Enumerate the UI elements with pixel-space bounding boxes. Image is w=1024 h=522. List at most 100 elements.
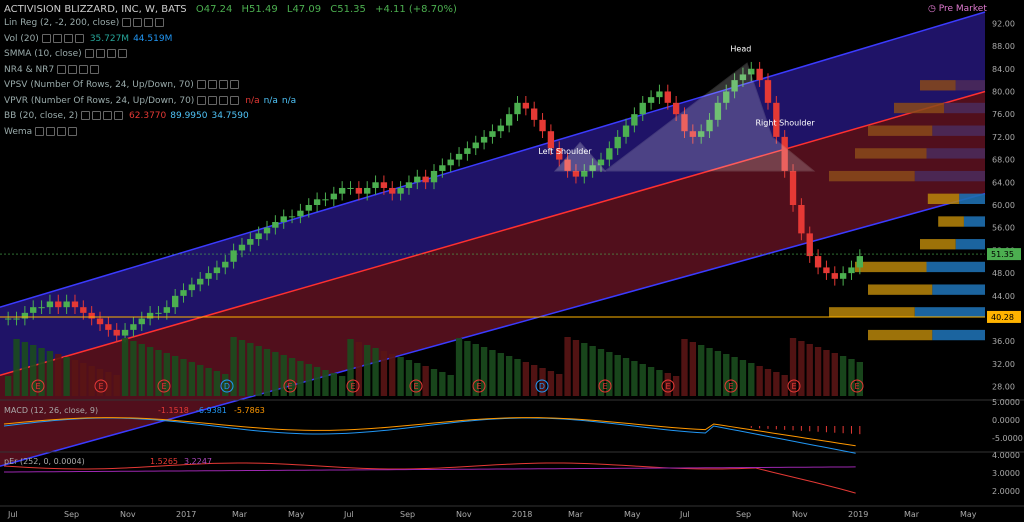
indicator-control-icon[interactable] — [114, 111, 124, 120]
indicator-controls[interactable] — [81, 110, 125, 122]
indicator-controls[interactable] — [84, 48, 129, 60]
indicator-row[interactable]: Vol (20) 35.727M 44.519M — [4, 33, 172, 45]
indicator-control-icon[interactable] — [81, 111, 91, 120]
volume-bar — [647, 367, 655, 396]
indicator-control-icon[interactable] — [144, 18, 154, 27]
volume-bar — [130, 341, 137, 396]
indicator-control-icon[interactable] — [207, 80, 217, 89]
candle-body — [706, 119, 713, 132]
earnings-marker-label: E — [98, 382, 103, 391]
earnings-marker-icon — [94, 379, 108, 393]
indicator-label: Wema — [4, 126, 33, 137]
indicator-controls[interactable] — [197, 95, 241, 107]
indicator-control-icon[interactable] — [79, 64, 89, 74]
ohlc-open: O47.24 — [195, 4, 233, 15]
earnings-marker-label: E — [35, 382, 40, 391]
indicator-controls[interactable] — [122, 17, 166, 29]
indicator-control-icon[interactable] — [133, 18, 143, 27]
per-line — [3, 462, 856, 494]
indicator-control-icon[interactable] — [95, 49, 105, 58]
volume-bar — [380, 351, 388, 396]
candle-body — [698, 131, 705, 137]
candle-body — [723, 91, 730, 103]
indicator-control-icon[interactable] — [84, 49, 94, 58]
volume-bar — [806, 344, 813, 396]
indicator-control-icon[interactable] — [208, 95, 218, 105]
volume-bar — [497, 353, 504, 396]
indicator-row[interactable]: VPVR (Number Of Rows, 24, Up/Down, 70) n/… — [4, 95, 296, 107]
indicator-control-icon[interactable] — [106, 49, 116, 58]
volume-bar — [856, 362, 863, 396]
candle-body — [789, 170, 797, 205]
indicator-control-icon[interactable] — [196, 80, 206, 89]
indicator-control-icon[interactable] — [63, 33, 73, 43]
pre-market-badge[interactable]: ◷ Pre Market — [928, 4, 987, 14]
candle-body — [155, 312, 162, 314]
earnings-marker-icon — [850, 379, 864, 393]
indicator-control-icon[interactable] — [41, 33, 51, 43]
indicator-control-icon[interactable] — [90, 64, 100, 74]
indicator-control-icon[interactable] — [122, 18, 132, 27]
level-price-tag: 40.28 — [991, 313, 1014, 322]
volume-bar — [614, 355, 621, 396]
volume-bar — [447, 375, 454, 396]
volume-profile-down — [955, 80, 985, 91]
indicator-control-icon[interactable] — [219, 95, 229, 105]
indicator-control-icon[interactable] — [197, 95, 207, 105]
indicator-control-icon[interactable] — [57, 64, 67, 74]
indicator-row[interactable]: Lin Reg (2, -2, 200, close) — [4, 17, 174, 29]
indicator-control-icon[interactable] — [103, 111, 113, 120]
volume-bar — [397, 357, 404, 396]
indicator-controls[interactable] — [57, 64, 101, 76]
indicator-control-icon[interactable] — [74, 33, 84, 43]
indicator-control-icon[interactable] — [46, 126, 56, 136]
volume-profile-up — [868, 125, 933, 136]
indicator-control-icon[interactable] — [35, 126, 45, 136]
earnings-marker-icon — [409, 379, 423, 393]
volume-bar — [622, 358, 630, 396]
indicator-control-icon[interactable] — [92, 111, 102, 120]
candle-body — [30, 307, 37, 313]
candle-body — [355, 187, 363, 194]
indicator-control-icon[interactable] — [229, 80, 239, 89]
time-axis-label: Jul — [343, 510, 354, 519]
time-axis-label: Nov — [456, 510, 472, 519]
indicator-controls[interactable] — [41, 33, 86, 45]
candle-body — [856, 256, 863, 268]
indicator-control-icon[interactable] — [68, 64, 78, 74]
indicator-control-icon[interactable] — [52, 33, 62, 43]
indicator-control-icon[interactable] — [117, 49, 127, 58]
time-axis-label: Sep — [400, 510, 415, 519]
price-axis-label: 84.00 — [992, 65, 1015, 74]
price-axis-label: 44.00 — [992, 292, 1015, 301]
volume-bar — [681, 339, 688, 396]
indicator-control-icon[interactable] — [57, 126, 67, 136]
indicator-control-icon[interactable] — [230, 95, 240, 105]
indicator-control-icon[interactable] — [218, 80, 228, 89]
earnings-marker-label: E — [413, 382, 418, 391]
indicator-row[interactable]: Wema — [4, 126, 79, 138]
volume-bar — [639, 364, 646, 396]
time-axis-label: Nov — [792, 510, 808, 519]
indicator-row[interactable]: NR4 & NR7 — [4, 64, 109, 76]
volume-bar — [38, 348, 45, 396]
per-axis-label: 4.0000 — [992, 451, 1020, 460]
volume-bar — [205, 368, 212, 396]
indicator-controls[interactable] — [196, 79, 241, 91]
per-value: 1.5265 — [150, 457, 178, 466]
price-axis-label: 76.00 — [992, 110, 1015, 119]
indicator-row[interactable]: VPSV (Number Of Rows, 24, Up/Down, 70) — [4, 79, 249, 91]
indicator-controls[interactable] — [35, 126, 79, 138]
candle-body — [814, 256, 822, 268]
indicator-row[interactable]: BB (20, close, 2) 62.3770 89.9950 34.7590 — [4, 110, 249, 122]
price-axis-label: 36.00 — [992, 337, 1015, 346]
candle-body — [756, 68, 763, 81]
indicator-control-icon[interactable] — [155, 18, 165, 27]
indicator-control-icon[interactable] — [68, 126, 78, 136]
price-axis-label: 28.00 — [992, 383, 1015, 392]
indicator-row[interactable]: SMMA (10, close) — [4, 48, 137, 60]
volume-bar — [46, 351, 54, 396]
indicator-label: VPVR (Number Of Rows, 24, Up/Down, 70) — [4, 95, 195, 106]
candle-body — [389, 187, 396, 194]
